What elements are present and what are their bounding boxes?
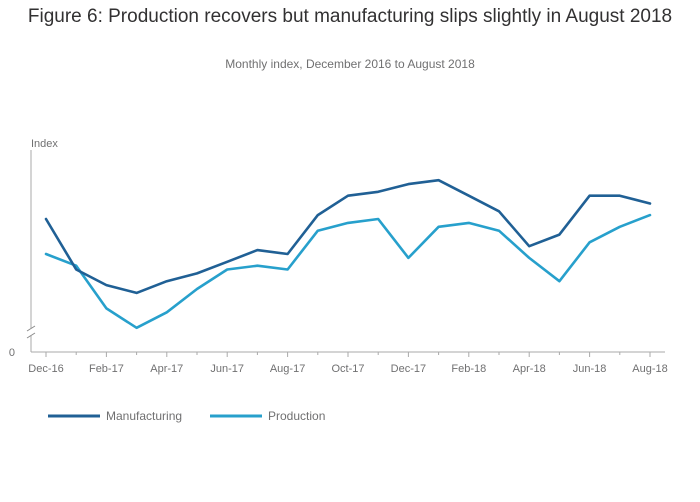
chart-subtitle: Monthly index, December 2016 to August 2… bbox=[225, 57, 475, 71]
legend-label: Manufacturing bbox=[106, 409, 182, 423]
x-tick-label: Feb-18 bbox=[451, 363, 486, 375]
x-tick-label: Jun-17 bbox=[210, 363, 244, 375]
chart-axes: Index 0 Dec-16 Feb-17 Apr-17 Jun-17 Aug-17 Oct-… bbox=[9, 138, 668, 375]
chart-title: Figure 6: Production recovers but manufa… bbox=[27, 6, 673, 27]
x-tick-label: Apr-17 bbox=[150, 363, 183, 375]
x-tick-label: Feb-17 bbox=[89, 363, 124, 375]
x-tick-label: Apr-18 bbox=[513, 363, 546, 375]
series-line-manufacturing bbox=[44, 178, 652, 295]
y-tick-label: 0 bbox=[9, 347, 15, 359]
series-layer bbox=[44, 178, 652, 330]
legend-label: Production bbox=[268, 409, 325, 423]
x-tick-label: Dec-16 bbox=[28, 363, 63, 375]
x-tick-label: Dec-17 bbox=[391, 363, 426, 375]
x-tick-label: Jun-18 bbox=[573, 363, 607, 375]
chart-legend: Manufacturing Production bbox=[48, 409, 325, 423]
axis-break-mark bbox=[26, 325, 36, 332]
x-tick-label: Aug-18 bbox=[632, 363, 667, 375]
series-line-production bbox=[44, 213, 652, 330]
x-tick-label: Aug-17 bbox=[270, 363, 305, 375]
y-axis-label: Index bbox=[31, 138, 58, 150]
axis-break-mark bbox=[26, 332, 36, 339]
x-tick-label: Oct-17 bbox=[331, 363, 364, 375]
